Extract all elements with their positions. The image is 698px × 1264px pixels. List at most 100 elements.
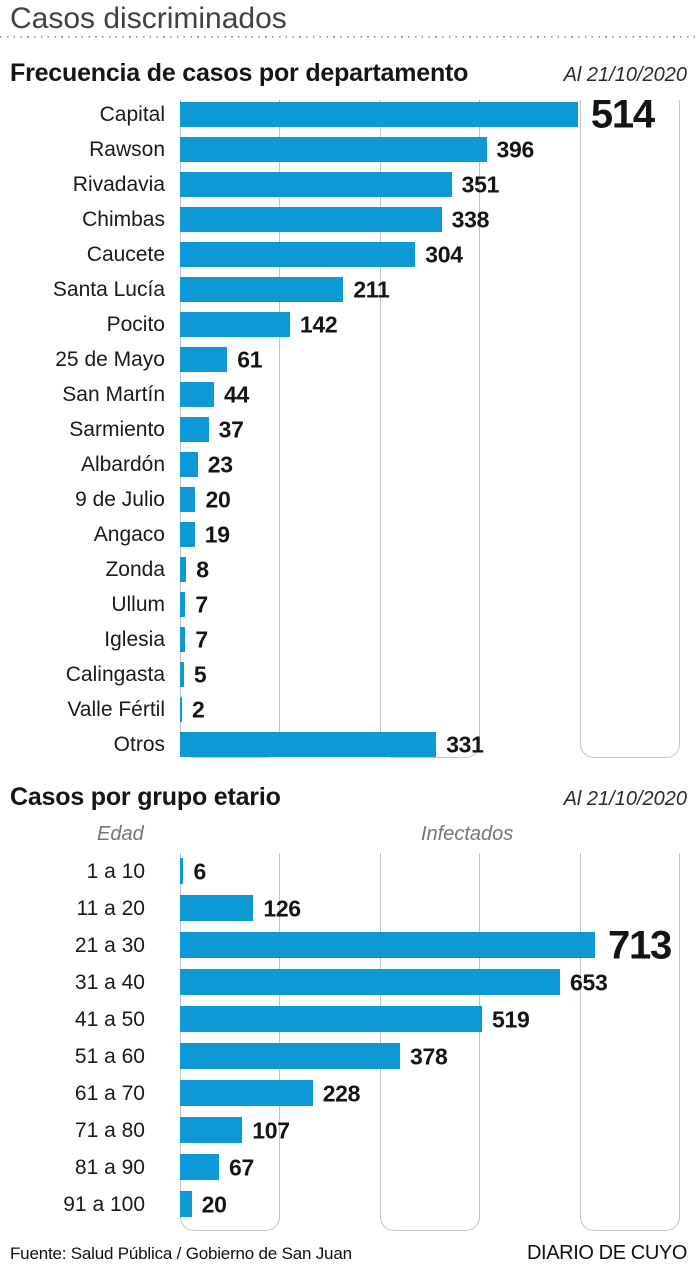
bar-area: 713 (180, 923, 698, 967)
bar (180, 1117, 243, 1143)
age-chart-header: Casos por grupo etario Al 21/10/2020 (0, 783, 698, 813)
source-note: Fuente: Salud Pública / Gobierno de San … (10, 1244, 352, 1263)
bar-area: 20 (180, 1186, 698, 1223)
bar-label: Calingasta (65, 662, 165, 686)
bar-label: Otros (113, 732, 165, 756)
bar-label: Valle Fértil (67, 697, 165, 721)
bar-row: 41 a 50 519 (0, 1001, 698, 1038)
masthead: Casos discriminados (0, 0, 698, 36)
bar-label: 11 a 20 (76, 896, 145, 920)
age-chart-title: Casos por grupo etario (10, 783, 281, 811)
bar-label: Capital (99, 102, 165, 126)
bar-value: 20 (205, 486, 231, 512)
department-chart: Capital 514 Rawson 396 Rivadavia 351 Chimbas 33… (0, 92, 698, 762)
bar-label: Santa Lucía (52, 277, 165, 301)
bar-value: 67 (228, 1154, 254, 1180)
bar-area: 6 (180, 853, 698, 890)
bar-label: San Martín (62, 382, 165, 406)
bar-area: 331 (180, 727, 698, 762)
bar-value: 713 (607, 923, 672, 967)
bar-label: Sarmiento (69, 417, 165, 441)
bar-row: 91 a 100 20 (0, 1186, 698, 1223)
bar-row: 11 a 20 126 (0, 890, 698, 927)
page-title: Casos discriminados (10, 2, 287, 35)
bar-label: Rivadavia (72, 172, 165, 196)
bar (180, 172, 452, 197)
bar-area: 351 (180, 167, 698, 202)
grid-column (180, 853, 280, 1231)
bar (180, 932, 595, 958)
age-chart-date: Al 21/10/2020 (563, 788, 687, 810)
bar-label: 51 a 60 (74, 1044, 145, 1068)
bar-label: 21 a 30 (74, 933, 145, 957)
age-chart: 1 a 10 6 11 a 20 126 21 a 30 713 31 a 40 653 41 … (0, 853, 698, 1231)
bar (180, 1080, 313, 1106)
bar-area: 2 (180, 692, 698, 727)
bar-value: 107 (252, 1117, 290, 1143)
bar-value: 126 (263, 895, 301, 921)
bar-row: 9 de Julio 20 (0, 482, 698, 517)
bar (180, 969, 561, 995)
bar-value: 7 (195, 591, 208, 617)
bar (180, 522, 195, 547)
bar-row: San Martín 44 (0, 377, 698, 412)
bar-label: 61 a 70 (74, 1081, 145, 1105)
bar-row: Otros 331 (0, 727, 698, 762)
bar (180, 627, 186, 652)
bar-value: 378 (409, 1043, 448, 1069)
bar-value: 304 (425, 241, 463, 267)
bar-label: Caucete (86, 242, 165, 266)
top-separator (0, 36, 698, 38)
bar (180, 452, 198, 477)
bar-value: 211 (353, 276, 390, 302)
bar (180, 312, 290, 337)
bar-row: 31 a 40 653 (0, 964, 698, 1001)
bar (180, 1006, 483, 1032)
bar-area: 37 (180, 412, 698, 447)
footer: Fuente: Salud Pública / Gobierno de San … (0, 1242, 698, 1264)
bar (180, 1154, 219, 1180)
bar-label: Ullum (111, 592, 165, 616)
brand: DIARIO DE CUYO (527, 1242, 687, 1264)
bar (180, 858, 184, 884)
bar-area: 228 (180, 1075, 698, 1112)
grid-column (380, 853, 480, 1231)
bar-value: 142 (299, 311, 338, 337)
bar-area: 23 (180, 447, 698, 482)
bar-label: Rawson (89, 137, 165, 161)
bar-area: 7 (180, 622, 698, 657)
bar (180, 277, 344, 302)
infected-column-header: Infectados (421, 823, 514, 845)
bar-area: 7 (180, 587, 698, 622)
bar-value: 228 (322, 1080, 361, 1106)
bar-label: Albardón (80, 452, 165, 476)
bar-value: 519 (492, 1006, 530, 1032)
bar-label: Iglesia (104, 627, 165, 651)
bar-value: 5 (193, 661, 207, 687)
bar-row: Ullum 7 (0, 587, 698, 622)
bar-area: 304 (180, 237, 698, 272)
bar (180, 487, 196, 512)
bar-row: Sarmiento 37 (0, 412, 698, 447)
age-chart-rows: 1 a 10 6 11 a 20 126 21 a 30 713 31 a 40 653 41 … (0, 853, 698, 1223)
bar-row: 71 a 80 107 (0, 1112, 698, 1149)
bar-area: 396 (180, 132, 698, 167)
bar (180, 895, 254, 921)
department-chart-title: Frecuencia de casos por departamento (10, 59, 469, 87)
bar (180, 137, 487, 162)
department-chart-rows: Capital 514 Rawson 396 Rivadavia 351 Chimbas 33… (0, 92, 698, 762)
bar-row: 61 a 70 228 (0, 1075, 698, 1112)
bar-area: 5 (180, 657, 698, 692)
bar (180, 382, 215, 407)
bar-value: 396 (496, 136, 535, 162)
bar-label: 91 a 100 (63, 1192, 145, 1216)
bar-label: 71 a 80 (74, 1118, 145, 1142)
bar (180, 592, 186, 617)
bar-label: 41 a 50 (74, 1007, 145, 1031)
bar-row: Iglesia 7 (0, 622, 698, 657)
bar-area: 653 (180, 964, 698, 1001)
bar-area: 142 (180, 307, 698, 342)
age-chart-column-headers: Edad Infectados (0, 819, 698, 853)
bar-value: 37 (218, 416, 244, 442)
